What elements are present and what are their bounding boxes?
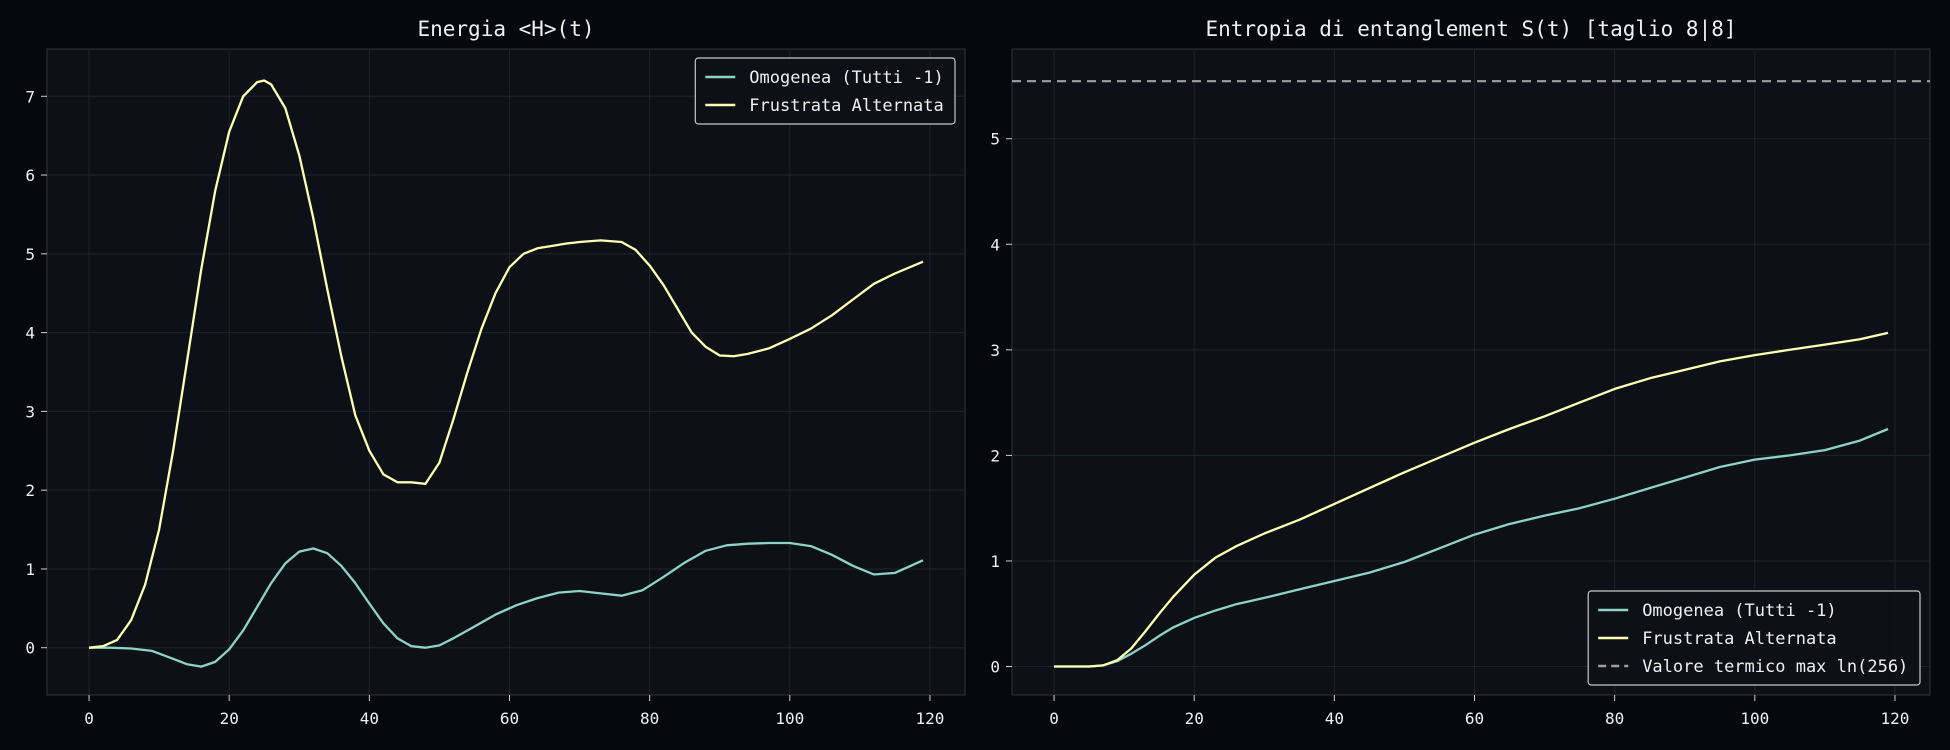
- energy-legend-label: Omogenea (Tutti -1): [749, 68, 943, 88]
- entropy-plot-area: [1011, 48, 1931, 696]
- energy-ticks: 0 20 40 60 80 100 120 0 1 2 3 4 5 6 7: [25, 87, 944, 728]
- energy-x-tick-label: 80: [640, 709, 659, 728]
- entropy-x-tick-label: 100: [1740, 709, 1769, 728]
- entropy-y-tick-label: 1: [990, 552, 1000, 571]
- entropy-x-tick-label: 60: [1465, 709, 1484, 728]
- energy-y-tick-label: 5: [25, 245, 35, 264]
- entropy-series-2-line: [1054, 331, 1889, 668]
- entropy-x-tick-label: 20: [1185, 709, 1204, 728]
- entropy-legend-label: Frustrata Alternata: [1642, 629, 1836, 649]
- energy-legend-label: Frustrata Alternata: [749, 96, 943, 116]
- entropy-y-tick-label: 0: [990, 658, 1000, 677]
- entropy-ticks: 0 20 40 60 80 100 120 0 1 2 3 4 5: [990, 130, 1909, 728]
- energy-chart: 0 20 40 60 80 100 120 0 1 2 3 4 5 6 7 Energia <H>(t) O…: [25, 17, 966, 728]
- entropy-legend-label: Omogenea (Tutti -1): [1642, 601, 1836, 621]
- entropy-legend: Omogenea (Tutti -1) Frustrata Alternata Va…: [1587, 590, 1921, 686]
- energy-y-tick-label: 0: [25, 639, 35, 658]
- energy-x-tick-label: 40: [360, 709, 379, 728]
- entropy-grid: [1012, 49, 1930, 695]
- entropy-x-tick-label: 40: [1325, 709, 1344, 728]
- energy-legend-box: [694, 57, 956, 125]
- energy-legend: Omogenea (Tutti -1) Frustrata Alternata: [694, 57, 956, 125]
- energy-series-1-line: [89, 541, 924, 668]
- energy-plot-area: [46, 48, 966, 696]
- entropy-chart: 0 20 40 60 80 100 120 0 1 2 3 4 5 Entropia di entang…: [990, 17, 1931, 728]
- entropy-y-tick-label: 5: [990, 130, 1000, 149]
- entropy-x-tick-label: 0: [1049, 709, 1059, 728]
- entropy-series: [1012, 80, 1930, 668]
- entropy-y-tick-label: 4: [990, 235, 1000, 254]
- entropy-chart-title: Entropia di entanglement S(t) [taglio 8|…: [1205, 17, 1736, 42]
- energy-y-tick-label: 2: [25, 481, 35, 500]
- entropy-legend-box: [1587, 590, 1921, 686]
- entropy-y-tick-label: 3: [990, 341, 1000, 360]
- energy-x-tick-label: 0: [84, 709, 94, 728]
- energy-grid: [47, 49, 965, 695]
- energy-x-tick-label: 20: [220, 709, 239, 728]
- energy-x-tick-label: 60: [500, 709, 519, 728]
- energy-y-tick-label: 3: [25, 402, 35, 421]
- energy-y-tick-label: 1: [25, 560, 35, 579]
- entropy-series-1-line: [1054, 427, 1889, 668]
- energy-x-tick-label: 100: [775, 709, 804, 728]
- entropy-y-tick-label: 2: [990, 446, 1000, 465]
- energy-series: [88, 79, 924, 668]
- energy-y-tick-label: 7: [25, 87, 35, 106]
- entropy-x-tick-label: 80: [1605, 709, 1624, 728]
- energy-x-tick-label: 120: [916, 709, 945, 728]
- energy-y-tick-label: 4: [25, 324, 35, 343]
- entropy-legend-label: Valore termico max ln(256): [1642, 657, 1908, 677]
- entropy-x-tick-label: 120: [1881, 709, 1910, 728]
- energy-series-2-line: [88, 79, 924, 649]
- energy-chart-title: Energia <H>(t): [417, 17, 594, 41]
- energy-y-tick-label: 6: [25, 166, 35, 185]
